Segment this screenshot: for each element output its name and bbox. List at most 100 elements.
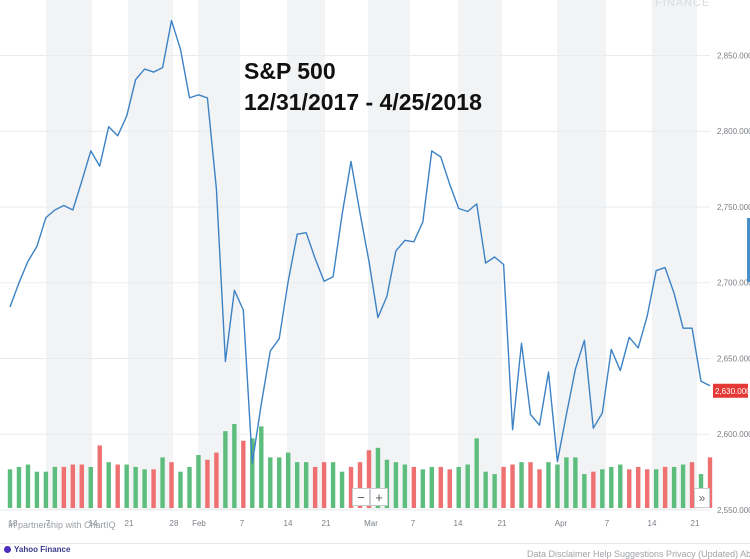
volume-bar (277, 457, 282, 508)
volume-bar (214, 452, 219, 508)
volume-bar (151, 469, 156, 508)
volume-bar (591, 471, 596, 508)
range-selector-edge[interactable] (747, 218, 750, 282)
volume-bar (671, 466, 677, 508)
volume-bar (465, 464, 470, 508)
grid-lines (0, 54, 710, 511)
brand-logo: Yahoo Finance (4, 545, 70, 554)
volume-bar (330, 462, 336, 508)
volume-bar (169, 462, 174, 508)
volume-bar (250, 438, 255, 508)
x-tick-label: 7 (411, 519, 416, 528)
y-tick-label: 2,600.0000 (717, 430, 750, 439)
volume-bar (402, 464, 408, 508)
volume-bar (178, 471, 183, 508)
x-tick-label: 28 (170, 519, 179, 528)
volume-bar (474, 438, 479, 508)
volume-bar (268, 457, 273, 508)
volume-bar (528, 462, 533, 508)
volume-bar (384, 459, 390, 508)
volume-bar (70, 464, 76, 508)
volume-bar (555, 464, 560, 508)
zoom-in-button[interactable]: + (370, 488, 388, 506)
x-tick-label: 7 (605, 519, 610, 528)
volume-bar (618, 464, 623, 508)
x-axis: 18 7 14 21 28 Feb 7 14 21 Mar 7 14 21 Apr 7 14 21 (9, 519, 700, 528)
volume-bar (564, 457, 569, 508)
volume-bar (600, 469, 605, 508)
last-price-badge (713, 383, 748, 398)
scroll-right-button[interactable]: » (694, 488, 710, 508)
volume-bar (196, 455, 201, 508)
x-tick-label: 21 (691, 519, 700, 528)
volume-bar (223, 431, 228, 508)
volume-bar (510, 464, 515, 508)
partnership-note: In partnership with ChartIQ (8, 520, 116, 530)
x-tick-label: 14 (648, 519, 657, 528)
x-tick-label: 14 (89, 519, 98, 528)
week-band (557, 0, 606, 510)
brand-dot-icon (4, 546, 11, 554)
volume-bar (680, 464, 686, 508)
volume-bar (653, 469, 659, 508)
week-bands (46, 0, 697, 510)
footer-bar (0, 543, 750, 559)
volume-bar (88, 466, 93, 508)
volume-bar (644, 469, 650, 508)
volume-bar (609, 466, 614, 508)
brand-name: Yahoo Finance (14, 545, 71, 554)
volume-bar (339, 471, 345, 508)
volume-bar (447, 469, 452, 508)
volume-bar (689, 462, 695, 508)
last-price-badge-group: 2,630.0000 (713, 383, 750, 398)
zoom-out-button[interactable]: − (352, 488, 370, 506)
price-series (9, 19, 711, 464)
x-tick-label: Apr (555, 519, 568, 528)
volume-bar (582, 474, 587, 508)
y-tick-label: 2,650.0000 (717, 354, 750, 363)
volume-bar (34, 471, 40, 508)
y-tick-label: 2,750.0000 (717, 203, 750, 212)
volume-bar (483, 471, 488, 508)
week-band (652, 0, 697, 510)
volume-bar (52, 466, 58, 508)
volume-bar (636, 466, 641, 508)
week-band (46, 0, 92, 510)
y-tick-label: 2,850.0000 (717, 51, 750, 60)
x-tick-label: 18 (9, 519, 18, 528)
volume-bar (366, 450, 372, 508)
y-tick-label: 2,700.0000 (717, 279, 750, 288)
volume-bar (294, 462, 300, 508)
volume-bar (519, 462, 524, 508)
watermark-text: FINANCE (655, 0, 711, 9)
week-band (458, 0, 502, 510)
y-tick-label: 2,800.0000 (717, 127, 750, 136)
volume-bar (438, 466, 443, 508)
chart-title: S&P 500 (244, 58, 336, 84)
volume-bar (79, 464, 84, 508)
volume-bar (357, 462, 363, 508)
footer-links[interactable]: Data Disclaimer Help Suggestions Privacy… (527, 549, 750, 559)
volume-bar (286, 452, 291, 508)
volume-bar (205, 459, 210, 508)
volume-bar (115, 464, 120, 508)
volume-bar (492, 474, 497, 508)
volume-bar (232, 424, 237, 508)
x-tick-label: 21 (322, 519, 331, 528)
volume-bar (312, 466, 318, 508)
volume-bar (97, 445, 102, 508)
volume-bar (241, 440, 246, 508)
volume-bar (662, 466, 668, 508)
volume-bar (61, 466, 67, 508)
x-tick-label: Feb (192, 519, 206, 528)
volume-bar (321, 462, 327, 508)
price-line (9, 19, 711, 464)
volume-bar (303, 462, 309, 508)
volume-bar (546, 462, 551, 508)
volume-bar (43, 471, 49, 508)
volume-bar (187, 466, 192, 508)
x-tick-label: 7 (240, 519, 245, 528)
volume-bar (501, 466, 506, 508)
